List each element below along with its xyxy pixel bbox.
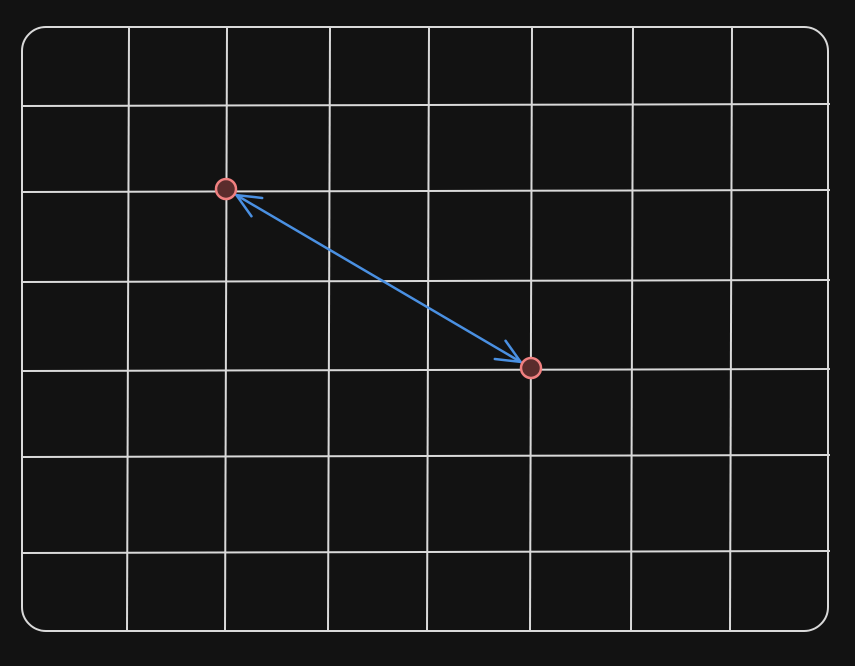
- grid-line-vertical: [224, 26, 228, 632]
- grid-line-horizontal: [21, 550, 831, 554]
- grid-line-vertical: [126, 26, 130, 632]
- grid-line-horizontal: [21, 279, 831, 283]
- arrowhead-start-icon: [235, 193, 264, 218]
- grid-line-vertical: [729, 26, 733, 632]
- grid-layer: [21, 26, 831, 632]
- grid-frame: [21, 26, 829, 632]
- grid-line-horizontal: [21, 454, 831, 458]
- grid-line-horizontal: [21, 368, 831, 372]
- point-b: [519, 356, 543, 380]
- grid-line-vertical: [529, 26, 533, 632]
- arrowhead-end-icon: [493, 339, 522, 364]
- arrow-layer: [235, 193, 522, 364]
- point-a: [214, 177, 238, 201]
- grid-line-horizontal: [21, 103, 831, 107]
- point-layer: [214, 177, 543, 380]
- grid-line-vertical: [327, 26, 331, 632]
- grid-line-vertical: [630, 26, 634, 632]
- grid-line-horizontal: [21, 189, 831, 193]
- grid-line-vertical: [426, 26, 430, 632]
- connector-arrow: [235, 193, 522, 364]
